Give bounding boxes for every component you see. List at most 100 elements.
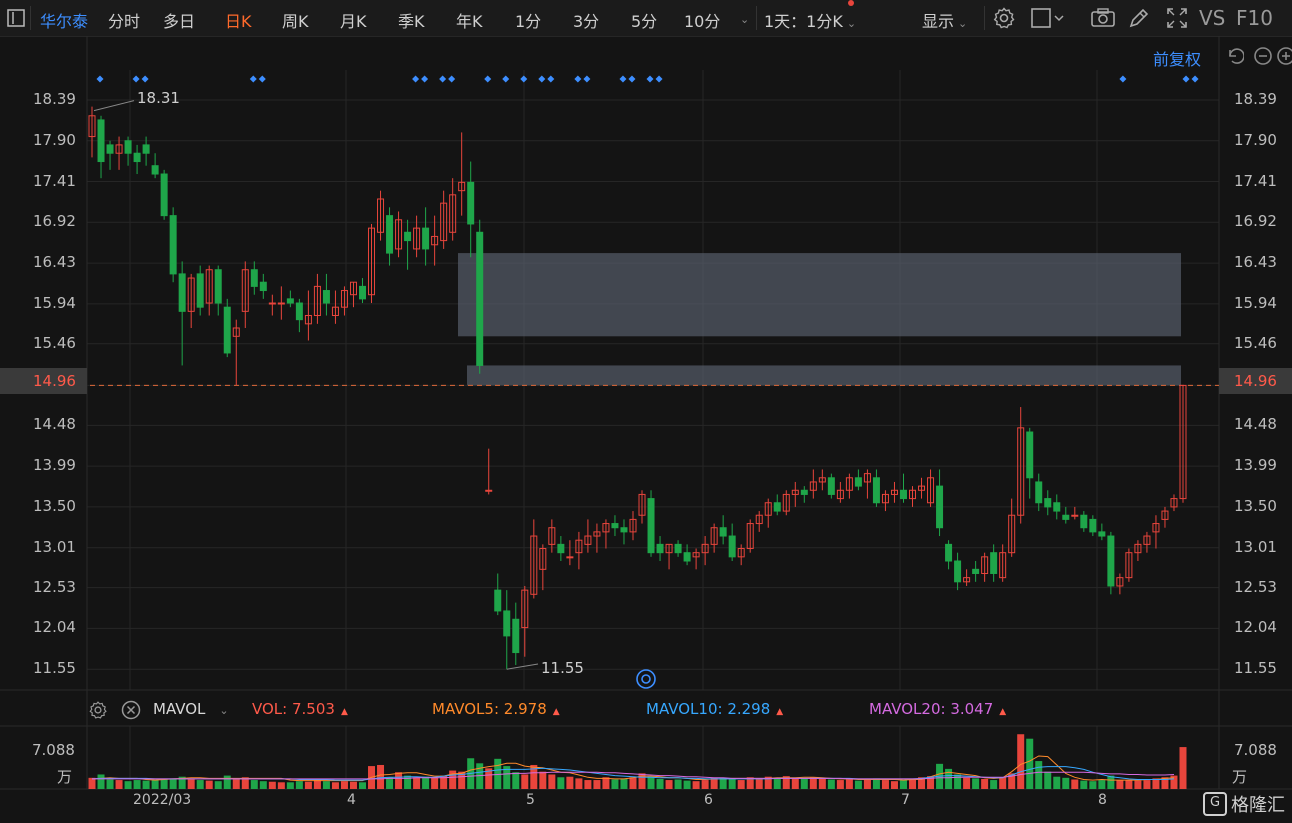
tab-yearly-k[interactable]: 年K — [456, 12, 483, 31]
mavol10-value: 2.298 — [727, 700, 771, 718]
tab-daily-k[interactable]: 日K — [225, 12, 252, 31]
candle-body — [881, 493, 889, 504]
candle-body — [782, 493, 790, 512]
volume-bar — [665, 780, 673, 789]
locate-icon[interactable] — [635, 668, 657, 694]
volume-bar — [485, 768, 493, 789]
price-tick-label: 16.43 — [1234, 253, 1277, 272]
sidebar-toggle-icon[interactable] — [7, 9, 25, 31]
volume-bar — [1026, 738, 1034, 789]
candle-body — [530, 535, 538, 595]
volume-bar — [259, 781, 267, 789]
volume-bar — [791, 777, 799, 789]
volume-bar — [557, 777, 565, 789]
vol-label: VOL: — [252, 700, 288, 718]
undo-icon[interactable] — [1224, 46, 1245, 70]
gear-icon[interactable] — [992, 6, 1016, 34]
tab-intraday[interactable]: 分时 — [108, 12, 141, 31]
price-tick-label: 17.90 — [1234, 130, 1277, 149]
candle-body — [557, 543, 565, 554]
price-tick-label: 15.46 — [1234, 333, 1277, 352]
tab-weekly-k[interactable]: 周K — [282, 12, 309, 31]
candle-body — [1152, 523, 1160, 533]
layout-select[interactable] — [1030, 6, 1066, 34]
volume-bar — [990, 780, 998, 789]
tab-1min[interactable]: 1分 — [515, 12, 542, 31]
candle-body — [863, 473, 871, 483]
tab-5min[interactable]: 5分 — [631, 12, 658, 31]
candle-body — [936, 485, 944, 529]
chevron-down-icon: ⌄ — [219, 704, 229, 717]
f10-button[interactable]: F10 — [1236, 6, 1273, 30]
date-label: 2022/03 — [133, 792, 192, 808]
event-marker — [619, 75, 627, 83]
candle-body — [647, 498, 655, 554]
volume-bar — [250, 780, 258, 789]
adjust-mode-button[interactable]: 前复权 — [1153, 50, 1202, 69]
price-tick-label: 13.50 — [1234, 496, 1277, 515]
volume-bar — [196, 780, 204, 789]
stock-name[interactable]: 华尔泰 — [40, 12, 89, 31]
candle-body — [1044, 498, 1052, 508]
indicator-settings-icon[interactable] — [88, 700, 108, 724]
candle-body — [521, 589, 529, 629]
close-indicator-icon[interactable] — [121, 700, 141, 724]
candle-body — [620, 527, 628, 533]
zoom-out-icon[interactable] — [1253, 46, 1273, 70]
candle-body — [485, 489, 493, 492]
event-marker — [655, 75, 663, 83]
chevron-down-icon: ⌄ — [740, 13, 750, 26]
tab-monthly-k[interactable]: 月K — [340, 12, 367, 31]
tab-quarterly-k[interactable]: 季K — [398, 12, 425, 31]
volume-bar — [638, 773, 646, 789]
volume-bar — [1008, 773, 1016, 789]
candle-body — [368, 227, 376, 296]
volume-bar — [295, 781, 303, 789]
volume-bar — [782, 776, 790, 789]
candle-body — [476, 231, 484, 366]
current-price-left: 14.96 — [33, 372, 76, 390]
candle-body — [1107, 535, 1115, 587]
tab-3min[interactable]: 3分 — [573, 12, 600, 31]
pencil-icon[interactable] — [1127, 6, 1151, 34]
gap-zone — [467, 365, 1181, 386]
indicator-name[interactable]: MAVOL ⌄ — [153, 700, 229, 718]
vs-button[interactable]: VS — [1199, 6, 1226, 30]
tab-more-chevron[interactable]: ⌄ — [736, 8, 749, 27]
candle-body — [133, 152, 141, 163]
candle-body — [386, 215, 394, 254]
candle-body — [124, 140, 132, 154]
volume-bar — [88, 777, 96, 789]
candle-body — [1026, 431, 1034, 479]
period-select[interactable]: 1天：1分K ⌄ — [764, 8, 856, 32]
volume-bar — [349, 781, 357, 789]
volume-bar — [169, 778, 177, 789]
volume-bar — [836, 780, 844, 789]
watermark: G 格隆汇 — [1203, 791, 1285, 817]
volume-bar — [313, 779, 321, 789]
zoom-in-icon[interactable] — [1276, 46, 1292, 70]
date-label: 7 — [901, 792, 910, 808]
candle-body — [990, 552, 998, 574]
display-menu[interactable]: 显示 ⌄ — [922, 8, 967, 32]
fullscreen-icon[interactable] — [1165, 6, 1189, 34]
volume-bar — [647, 776, 655, 789]
event-marker — [258, 75, 266, 83]
tab-10min[interactable]: 10分 — [684, 12, 721, 31]
candle-body — [115, 144, 123, 154]
candle-body — [593, 531, 601, 537]
camera-icon[interactable] — [1090, 6, 1116, 34]
candle-body — [97, 119, 105, 163]
price-tick-label: 18.39 — [33, 89, 76, 108]
candle-body — [584, 535, 592, 545]
volume-bar — [863, 778, 871, 789]
candle-body — [575, 539, 583, 554]
candle-body — [467, 181, 475, 225]
arrow-up-icon: ▲ — [552, 707, 560, 717]
volume-bar — [512, 772, 520, 789]
tab-multiday[interactable]: 多日 — [163, 12, 196, 31]
volume-axis-left-unit: 万 — [57, 768, 73, 786]
candle-body — [845, 477, 853, 491]
candle-body — [927, 477, 935, 504]
